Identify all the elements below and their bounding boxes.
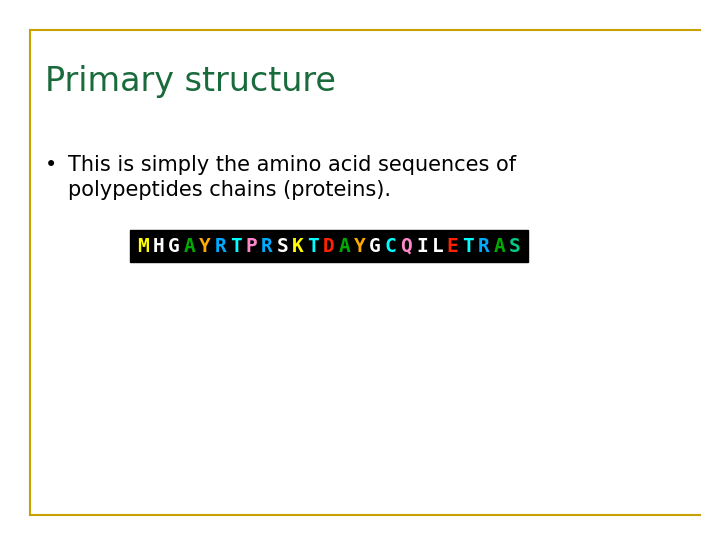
Text: L: L (431, 237, 443, 255)
Text: Primary structure: Primary structure (45, 65, 336, 98)
Text: Y: Y (354, 237, 366, 255)
Text: A: A (493, 237, 505, 255)
Text: E: E (447, 237, 459, 255)
Text: R: R (261, 237, 273, 255)
Text: •: • (45, 155, 58, 175)
Text: polypeptides chains (proteins).: polypeptides chains (proteins). (68, 180, 391, 200)
Text: K: K (292, 237, 304, 255)
Text: A: A (338, 237, 350, 255)
Text: A: A (184, 237, 195, 255)
Text: P: P (246, 237, 257, 255)
Text: T: T (307, 237, 319, 255)
Text: R: R (478, 237, 490, 255)
Text: Y: Y (199, 237, 211, 255)
FancyBboxPatch shape (130, 230, 528, 262)
Text: T: T (230, 237, 242, 255)
Text: H: H (153, 237, 164, 255)
Text: R: R (215, 237, 226, 255)
Text: G: G (168, 237, 179, 255)
Text: M: M (137, 237, 148, 255)
Text: T: T (462, 237, 474, 255)
Text: D: D (323, 237, 335, 255)
Text: G: G (369, 237, 381, 255)
Text: S: S (276, 237, 288, 255)
Text: C: C (385, 237, 397, 255)
Text: Q: Q (400, 237, 412, 255)
Text: This is simply the amino acid sequences of: This is simply the amino acid sequences … (68, 155, 516, 175)
Text: S: S (509, 237, 521, 255)
Text: I: I (416, 237, 428, 255)
